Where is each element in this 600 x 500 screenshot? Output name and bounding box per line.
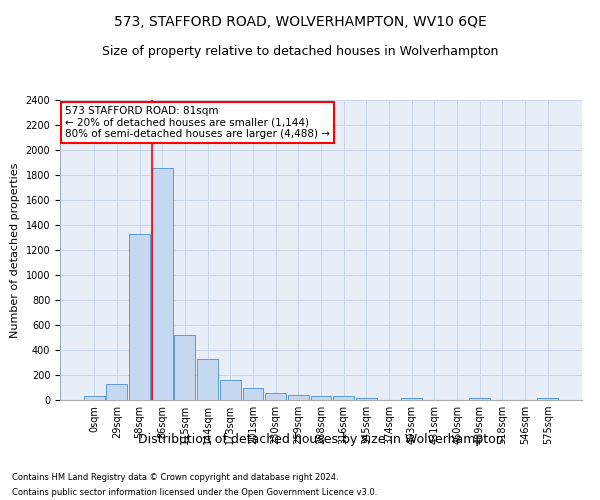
Bar (220, 380, 241, 400)
Bar (333, 396, 354, 400)
Text: 573, STAFFORD ROAD, WOLVERHAMPTON, WV10 6QE: 573, STAFFORD ROAD, WOLVERHAMPTON, WV10 … (113, 15, 487, 29)
Bar (129, 234, 150, 400)
Text: Contains HM Land Registry data © Crown copyright and database right 2024.: Contains HM Land Registry data © Crown c… (12, 473, 338, 482)
Bar (401, 398, 422, 400)
Text: Contains public sector information licensed under the Open Government Licence v3: Contains public sector information licen… (12, 488, 377, 497)
Bar (356, 398, 377, 400)
Bar (84, 396, 104, 400)
Bar (311, 396, 331, 400)
Y-axis label: Number of detached properties: Number of detached properties (10, 162, 20, 338)
Text: Size of property relative to detached houses in Wolverhampton: Size of property relative to detached ho… (102, 45, 498, 58)
Bar (242, 388, 263, 400)
Bar (265, 392, 286, 400)
Bar (197, 359, 218, 400)
Bar (469, 398, 490, 400)
Bar (152, 168, 173, 400)
Text: 573 STAFFORD ROAD: 81sqm
← 20% of detached houses are smaller (1,144)
80% of sem: 573 STAFFORD ROAD: 81sqm ← 20% of detach… (65, 106, 330, 139)
Bar (288, 395, 309, 400)
Text: Distribution of detached houses by size in Wolverhampton: Distribution of detached houses by size … (138, 432, 504, 446)
Bar (106, 384, 127, 400)
Bar (538, 398, 558, 400)
Bar (175, 335, 196, 400)
